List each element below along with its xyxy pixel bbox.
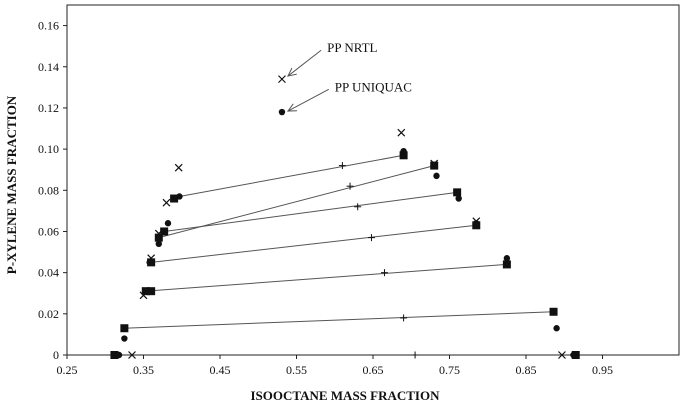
arrow-head — [287, 67, 297, 77]
plus-marker — [380, 269, 388, 277]
plus-marker — [400, 314, 408, 322]
tie-line — [124, 311, 554, 329]
tie-lines — [124, 154, 554, 329]
tie-line — [145, 263, 507, 292]
x-marker — [472, 217, 481, 226]
tie-line — [164, 191, 458, 232]
square-marker — [147, 287, 156, 296]
x-axis-title: ISOOCTANE MASS FRACTION — [250, 388, 440, 403]
circle-marker — [121, 335, 128, 342]
y-tick-label: 0 — [53, 348, 59, 362]
y-tick-label: 0.14 — [38, 60, 59, 74]
circle-marker — [473, 220, 480, 227]
annotations: PP NRTL PP UNIQUAC — [286, 40, 412, 112]
square-marker — [453, 188, 462, 197]
circle-marker — [433, 172, 440, 180]
y-tick-label: 0.16 — [38, 19, 59, 33]
tie-line — [179, 154, 404, 197]
square-marker — [502, 260, 511, 269]
x-tick-label: 0.85 — [516, 363, 537, 377]
circle-marker — [278, 108, 286, 116]
arrow-head — [286, 103, 297, 112]
square-marker — [154, 233, 163, 242]
square-marker — [549, 307, 558, 316]
square-marker — [160, 227, 169, 236]
plus-marker — [411, 351, 419, 359]
square-marker — [399, 151, 408, 160]
y-axis-title: P-XYLENE MASS FRACTION — [4, 95, 19, 274]
x-marker — [162, 198, 171, 207]
circle-marker — [164, 220, 172, 227]
circle-marker — [455, 195, 462, 202]
circle-marker — [400, 147, 407, 155]
square-marker — [120, 324, 129, 333]
y-tick-label: 0.08 — [38, 183, 59, 197]
plus-marker — [338, 162, 346, 170]
x-tick-label: 0.75 — [439, 363, 460, 377]
annotation-arrow — [287, 49, 322, 77]
y-tick-label: 0.02 — [38, 307, 59, 321]
x-marker — [558, 351, 566, 359]
plus-marker — [346, 182, 354, 190]
x-marker — [147, 254, 156, 263]
circle-marker — [553, 325, 560, 332]
annotation-label: PP NRTL — [327, 40, 377, 55]
x-tick-label: 0.95 — [592, 363, 613, 377]
x-tick-label: 0.35 — [133, 363, 154, 377]
x-marker — [430, 159, 439, 168]
square-marker — [110, 351, 119, 359]
circle-marker — [503, 255, 511, 262]
square-marker — [170, 194, 179, 203]
data-markers — [110, 75, 580, 359]
x-marker — [139, 291, 148, 300]
annotation-label: PP UNIQUAC — [335, 79, 412, 94]
x-tick-label: 0.65 — [363, 363, 384, 377]
y-tick-label: 0.10 — [38, 142, 59, 156]
square-marker — [430, 161, 439, 170]
circle-marker — [155, 240, 162, 248]
x-tick-label: 0.45 — [210, 363, 231, 377]
x-marker — [397, 128, 406, 137]
x-tick-label: 0.55 — [286, 363, 307, 377]
y-tick-label: 0.12 — [38, 101, 59, 115]
plus-marker — [367, 234, 375, 242]
y-tick-label: 0.04 — [38, 266, 59, 280]
x-axis-ticks: 0.25 0.35 0.45 0.55 0.65 0.75 0.85 0.95 — [57, 355, 613, 377]
x-tick-label: 0.25 — [57, 363, 78, 377]
square-marker — [141, 287, 150, 296]
circle-marker — [115, 351, 123, 359]
x-marker — [278, 75, 286, 84]
x-marker — [174, 163, 183, 172]
x-marker — [128, 351, 136, 359]
y-tick-label: 0.06 — [38, 224, 59, 238]
x-marker — [154, 229, 163, 238]
annotation-arrow — [287, 88, 329, 112]
tie-line — [151, 224, 477, 263]
circle-marker — [176, 193, 183, 200]
y-axis-ticks: 0 0.02 0.04 0.06 0.08 0.10 0.12 0.14 0.16 — [38, 19, 67, 362]
plot-frame — [66, 4, 680, 356]
tie-line — [158, 165, 435, 239]
circle-marker — [570, 351, 577, 359]
plus-marker — [354, 203, 362, 211]
